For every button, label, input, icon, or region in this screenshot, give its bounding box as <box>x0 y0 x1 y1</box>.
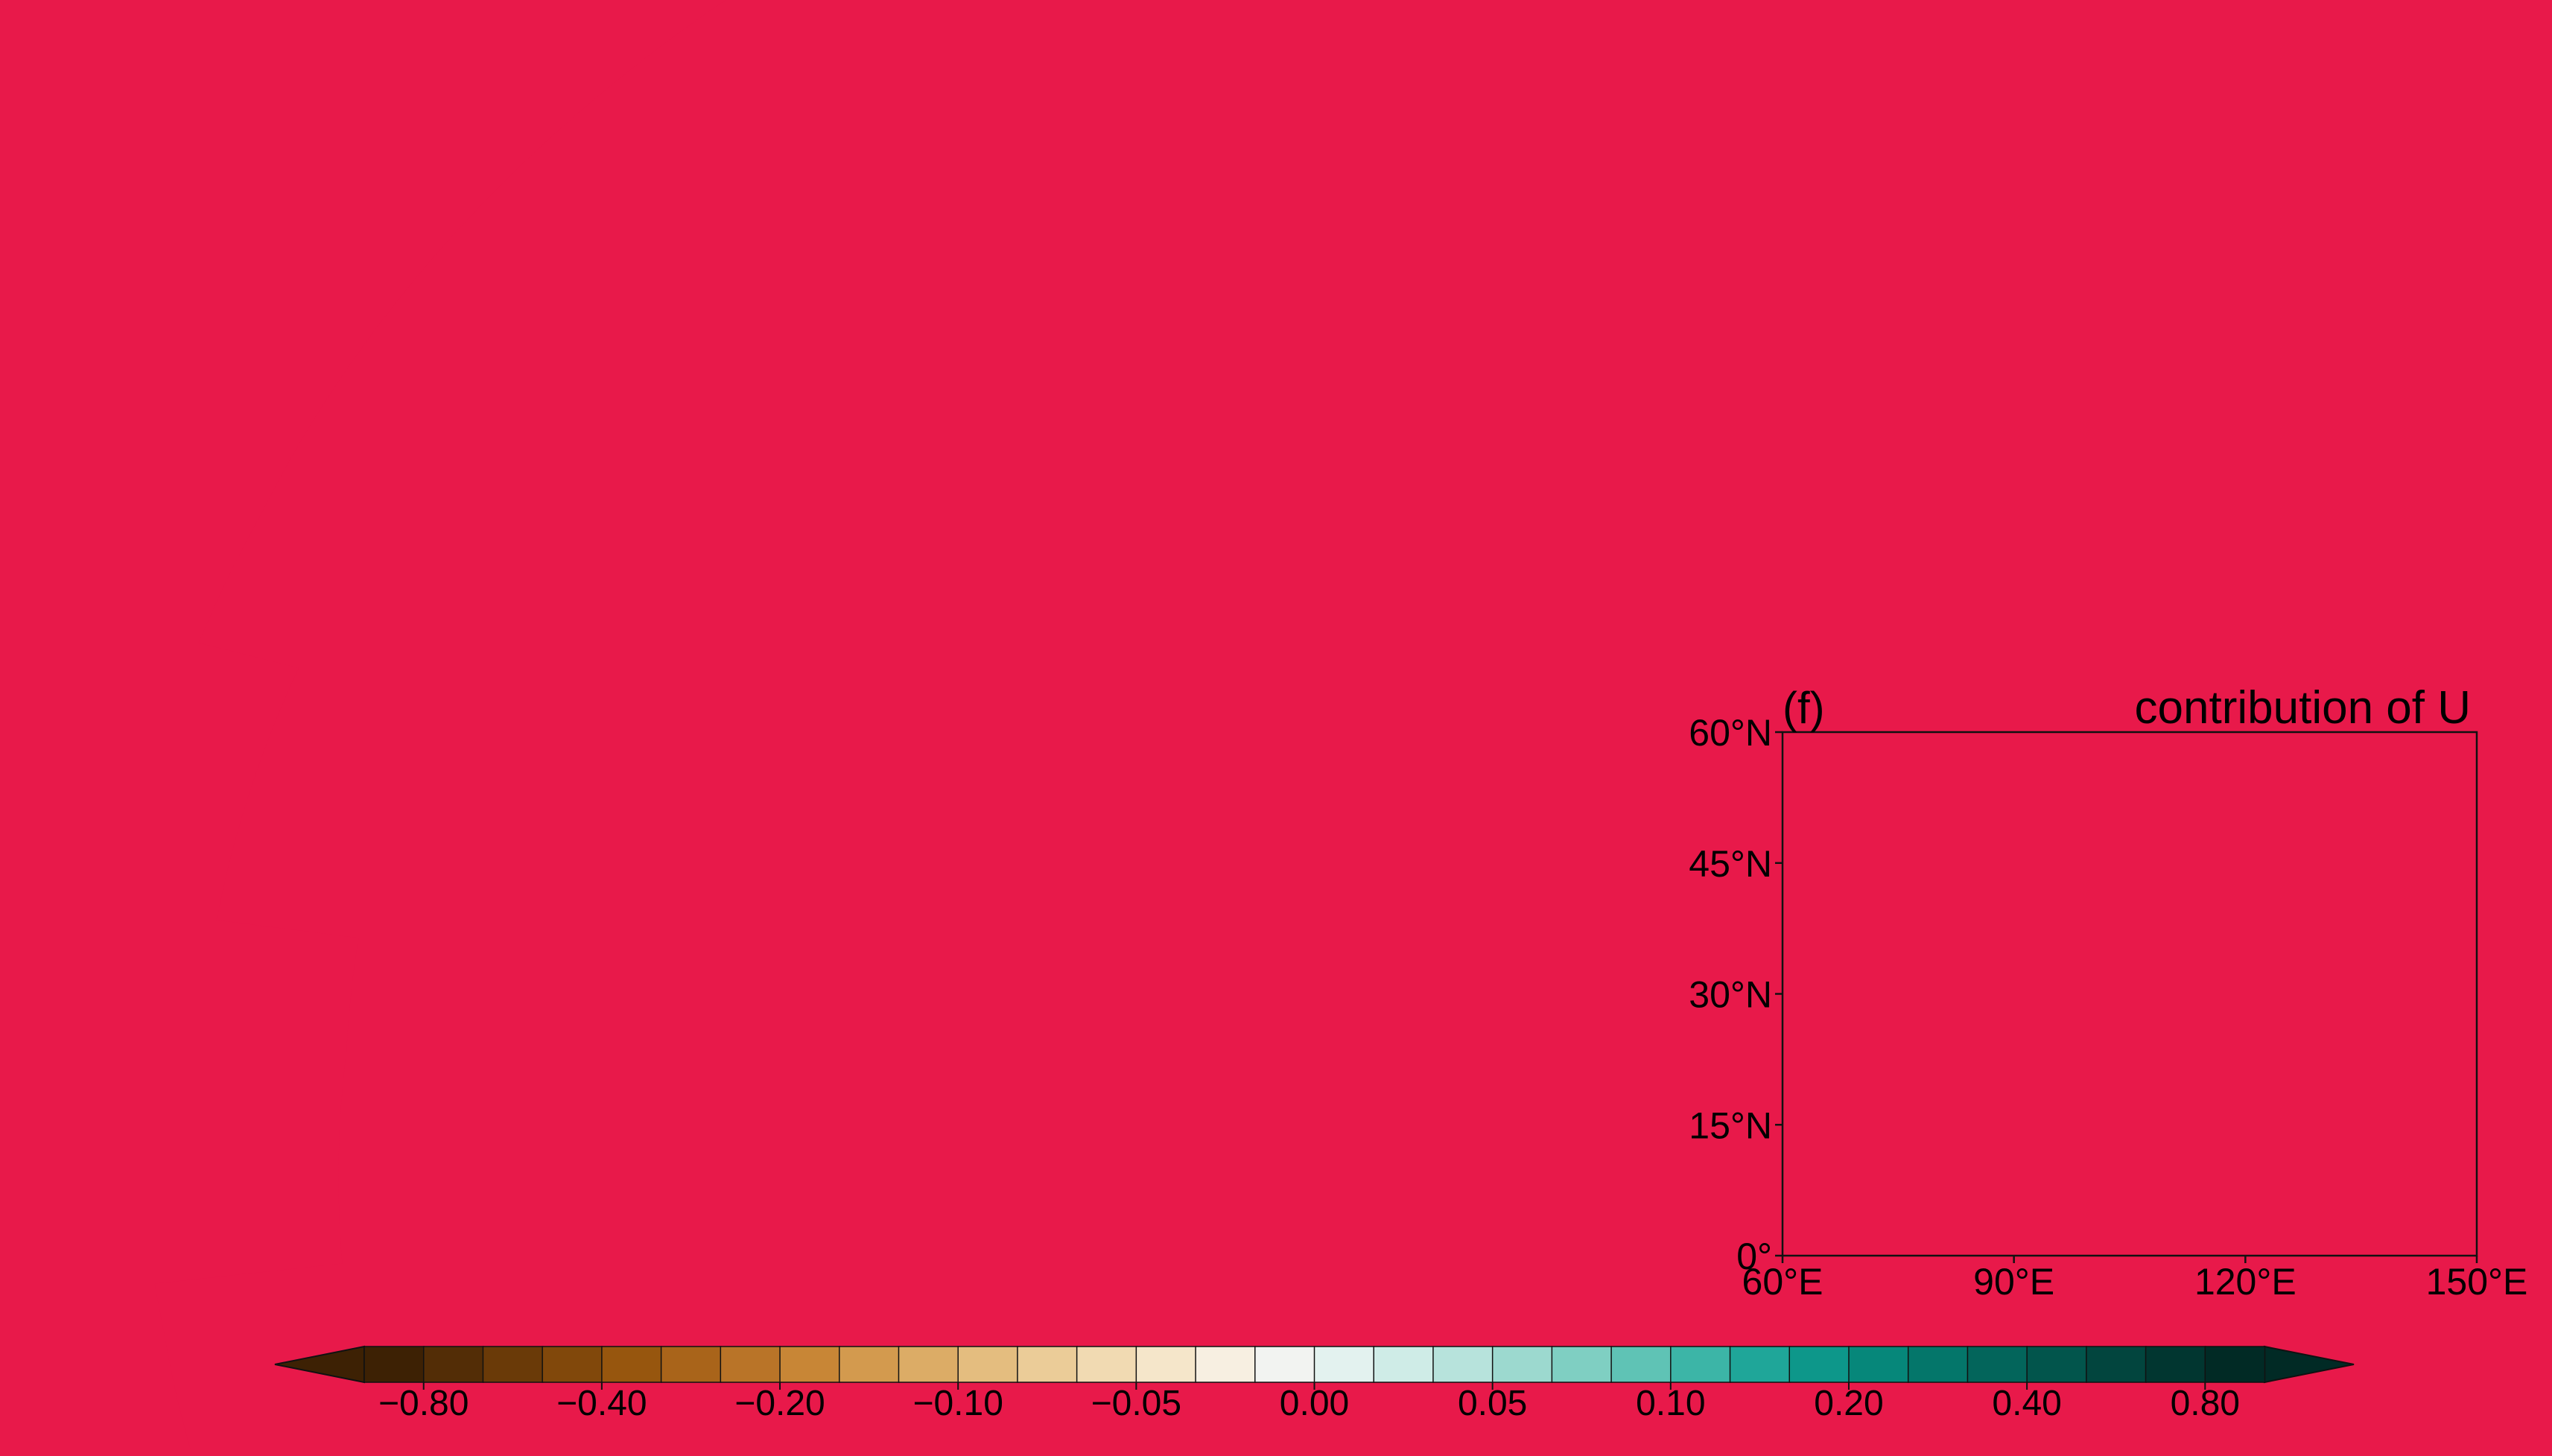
colorbar-bin <box>1076 1346 1137 1383</box>
colorbar-bin <box>1432 1346 1494 1383</box>
colorbar-tick-label: 0.00 <box>1280 1384 1349 1423</box>
map-panels: 0°15°N30°N45°N60°N60°E 90°E 120°E 150°E(a) E… <box>34 24 2527 1303</box>
colorbar-bin <box>1907 1346 1969 1383</box>
colorbar-tick-label: 0.20 <box>1814 1384 1883 1423</box>
colorbar-bin <box>2145 1346 2206 1383</box>
colorbar-bin <box>1135 1346 1197 1383</box>
lat-tick-label: 45°N <box>1689 843 1772 885</box>
colorbar-tick-label: 0.80 <box>2171 1384 2240 1423</box>
colorbar-bin <box>422 1346 484 1383</box>
lon-tick-label: 60°E <box>1742 1261 1823 1303</box>
colorbar-bin <box>482 1346 544 1383</box>
colorbar-bin <box>1195 1346 1257 1383</box>
lat-tick-label: 30°N <box>1689 974 1772 1016</box>
colorbar-bin <box>1610 1346 1672 1383</box>
colorbar-bin <box>2026 1346 2088 1383</box>
colorbar-bin <box>1670 1346 1731 1383</box>
colorbar-bin <box>542 1346 603 1383</box>
colorbar-bin <box>1373 1346 1435 1383</box>
colorbar-tick-label: 0.05 <box>1458 1384 1527 1423</box>
colorbar-bin <box>898 1346 959 1383</box>
colorbar-bin <box>839 1346 900 1383</box>
colorbar-bin <box>1491 1346 1553 1383</box>
colorbar-tick-label: −0.20 <box>734 1384 825 1423</box>
colorbar-tick-label: −0.10 <box>912 1384 1003 1423</box>
lon-tick-label: 120°E <box>2194 1261 2297 1303</box>
colorbar-bin <box>779 1346 840 1383</box>
colorbar-bin <box>1313 1346 1375 1383</box>
panel-title: contribution of U <box>2135 682 2471 734</box>
lon-tick-label: 90°E <box>1973 1261 2054 1303</box>
lat-tick-label: 60°N <box>1689 712 1772 754</box>
china-border <box>1845 753 2393 1204</box>
colorbar-bin <box>364 1346 425 1383</box>
colorbar-tick-label: 0.40 <box>1992 1384 2061 1423</box>
colorbar-tick-label: −0.80 <box>378 1384 469 1423</box>
colorbar: −0.80 −0.40 −0.20 −0.10 −0.05 0.00 0.05 0.10 0.2… <box>274 1345 2355 1423</box>
colorbar-tick-label: 0.10 <box>1636 1384 1705 1423</box>
lat-tick-label: 15°N <box>1689 1104 1772 1146</box>
lon-tick-label: 150°E <box>2426 1261 2528 1303</box>
colorbar-bin <box>660 1346 722 1383</box>
colorbar-bin <box>1967 1346 2028 1383</box>
colorbar-bin <box>1017 1346 1078 1383</box>
panel-label: (f) <box>1783 683 1825 733</box>
colorbar-bin <box>1729 1346 1791 1383</box>
colorbar-tick-label: −0.05 <box>1091 1384 1181 1423</box>
panel-f: 0° 15°N 30°N 45°N 60°N 60°E 90°E 120°E 150°E (f) c… <box>1689 682 2527 1303</box>
colorbar-bin <box>720 1346 781 1383</box>
colorbar-bin <box>2204 1346 2266 1383</box>
colorbar-bin <box>1254 1346 1315 1383</box>
lat-tick-label: 0° <box>1736 1236 1772 1277</box>
colorbar-bin <box>1788 1346 1850 1383</box>
colorbar-bin <box>957 1346 1019 1383</box>
colorbar-bin <box>1551 1346 1613 1383</box>
colorbar-bin <box>2086 1346 2147 1383</box>
colorbar-bin <box>601 1346 662 1383</box>
colorbar-tick-label: −0.40 <box>556 1384 647 1423</box>
colorbar-bin <box>1848 1346 1909 1383</box>
